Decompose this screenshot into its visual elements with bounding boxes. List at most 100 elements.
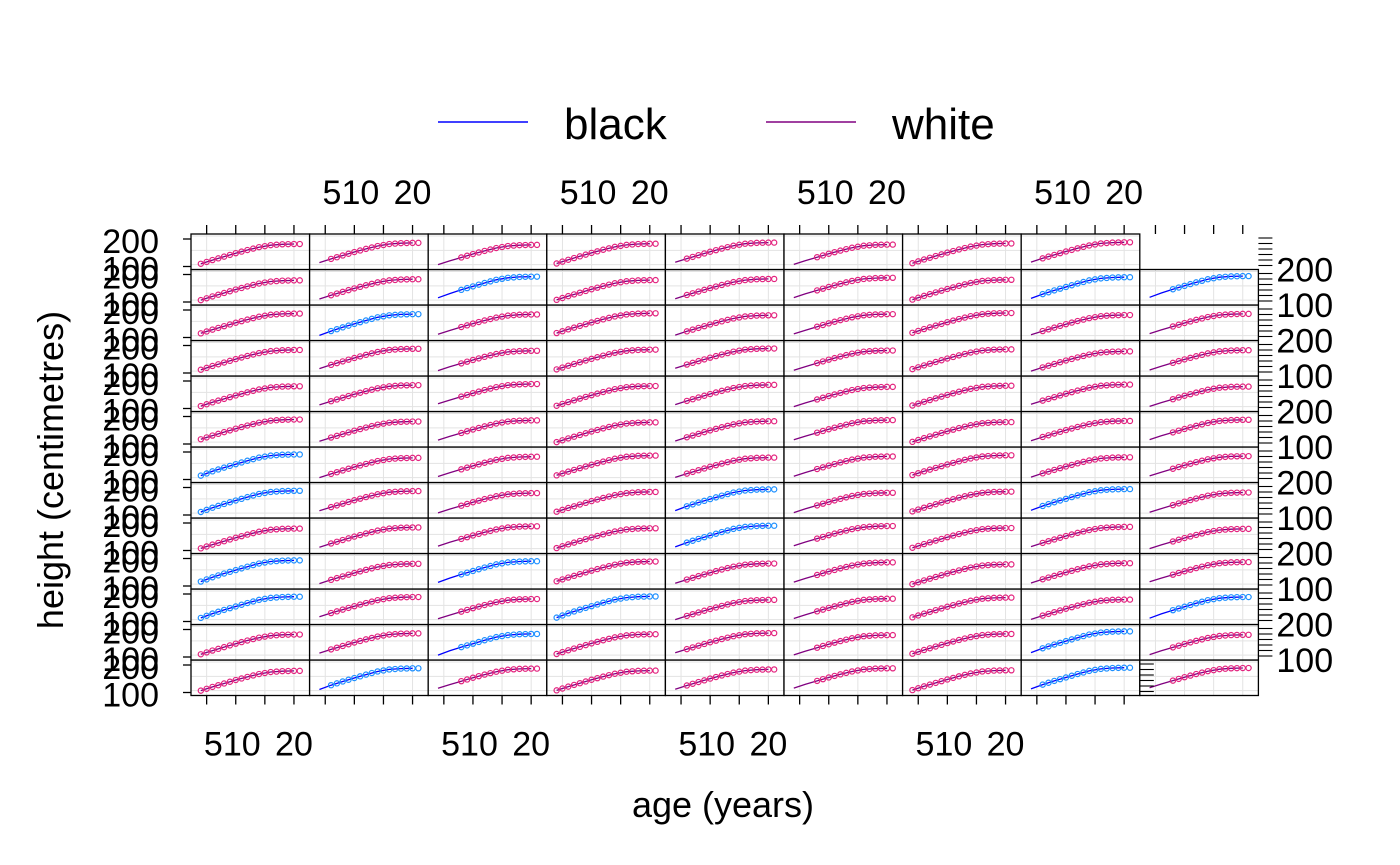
data-point-black [220, 606, 228, 614]
y-tick-label-right: 100 [1276, 429, 1333, 467]
data-point-white [1080, 316, 1087, 323]
panel [190, 304, 311, 342]
data-point-white [765, 275, 772, 283]
data-point-white [475, 461, 482, 468]
data-point-white [944, 533, 951, 541]
data-point-white [909, 471, 916, 479]
panel [1020, 517, 1141, 555]
data-point-white [203, 364, 210, 372]
data-point-white [576, 395, 584, 402]
data-point-white [487, 600, 494, 607]
y-tick-label-left: 200 [102, 436, 159, 474]
data-point-white [1056, 464, 1064, 472]
data-point-white [463, 391, 471, 399]
data-point-white [634, 558, 642, 566]
data-point-white [576, 464, 584, 472]
data-point-white [599, 246, 607, 253]
data-point-white [1222, 665, 1229, 672]
data-point-white [831, 530, 838, 537]
panel-background [428, 447, 547, 483]
panel [427, 481, 548, 519]
data-point-white [391, 630, 399, 638]
panel-background [784, 482, 903, 518]
data-point-white [623, 278, 630, 285]
data-point-white [345, 465, 352, 472]
data-point-white [949, 353, 957, 361]
data-point-white [1051, 393, 1058, 401]
data-point-white [996, 667, 1003, 674]
series-line-black [1030, 667, 1125, 690]
data-point-white [250, 672, 257, 679]
data-point-white [1103, 348, 1110, 356]
data-point-white [1080, 564, 1087, 572]
data-point-black [255, 490, 263, 498]
data-point-white [576, 501, 584, 508]
data-point-white [961, 244, 969, 252]
data-point-white [327, 434, 335, 441]
data-point-white [617, 421, 624, 428]
data-point-white [397, 454, 405, 462]
data-point-white [889, 383, 896, 391]
data-point-white [1039, 364, 1046, 371]
data-point-white [380, 562, 387, 570]
data-point-white [695, 609, 702, 616]
data-point-white [1175, 321, 1182, 328]
data-point-white [996, 452, 1003, 459]
data-point-white [391, 524, 399, 532]
data-point-white [565, 398, 572, 406]
data-point-white [209, 683, 216, 691]
data-point-white [611, 491, 619, 499]
data-point-white [736, 314, 743, 321]
data-point-white [1039, 576, 1046, 583]
panel-background [1139, 482, 1259, 518]
series-line-white [1030, 350, 1125, 372]
data-point-white [724, 670, 731, 678]
data-point-white [629, 383, 636, 390]
series-line-black [1149, 596, 1243, 619]
data-point-white [1222, 347, 1229, 355]
data-point-black [209, 610, 216, 617]
panel [1139, 588, 1260, 626]
data-point-white [712, 283, 720, 290]
data-point-white [961, 387, 969, 394]
data-point-white [1008, 488, 1015, 495]
data-point-white [345, 498, 352, 506]
data-point-white [458, 502, 465, 509]
data-point-white [909, 614, 916, 621]
data-point-white [915, 579, 922, 586]
data-point-white [1074, 529, 1081, 537]
data-point-white [640, 419, 648, 426]
data-point-white [250, 635, 257, 643]
data-point-white [374, 279, 381, 286]
data-point-white [504, 524, 512, 531]
data-point-white [356, 568, 364, 575]
data-point-black [345, 322, 352, 329]
data-point-black [238, 565, 245, 572]
data-point-white [617, 560, 624, 567]
data-point-white [267, 241, 274, 249]
data-point-white [582, 499, 589, 507]
data-point-white [990, 276, 998, 284]
data-point-black [683, 503, 691, 510]
data-point-white [1198, 457, 1206, 464]
data-point-white [920, 398, 928, 405]
data-point-black [516, 273, 523, 281]
data-point-white [1169, 501, 1177, 509]
data-point-white [938, 287, 945, 294]
panel [546, 375, 667, 413]
data-point-white [333, 432, 341, 440]
data-point-white [1210, 349, 1217, 356]
data-point-white [843, 563, 850, 571]
data-point-white [1056, 534, 1064, 541]
series-line-white [319, 242, 413, 264]
data-point-white [753, 345, 760, 352]
data-point-black [1039, 645, 1046, 652]
data-point-white [831, 460, 838, 468]
data-point-white [1097, 349, 1105, 356]
data-point-black [1103, 274, 1110, 282]
panel [783, 304, 904, 342]
y-tick-label-left: 200 [102, 543, 159, 581]
data-point-white [753, 454, 760, 462]
data-point-white [1062, 320, 1070, 328]
data-point-black [209, 468, 216, 475]
